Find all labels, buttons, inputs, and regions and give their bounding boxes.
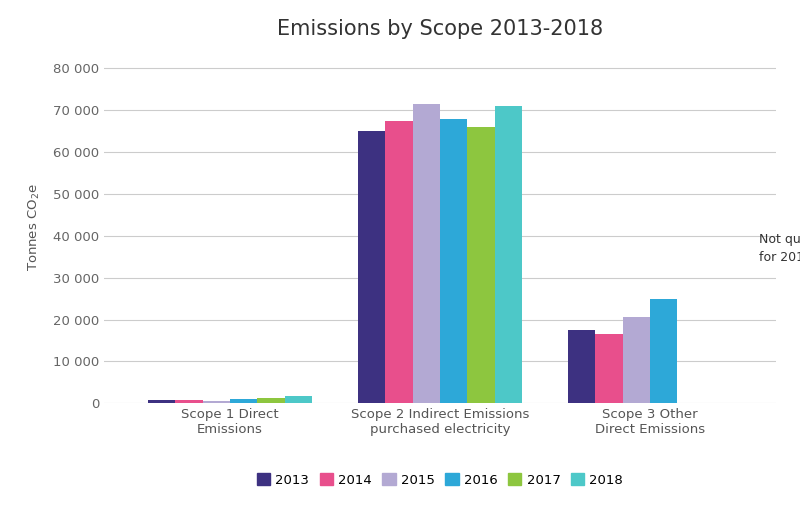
Bar [568,330,595,403]
Bar [202,401,230,403]
Text: Not quantified
for 2017 & 2018: Not quantified for 2017 & 2018 [759,233,800,264]
Bar [175,400,202,403]
Bar [467,127,494,403]
Bar [595,334,622,403]
Bar [386,121,413,403]
Bar [622,317,650,403]
Legend: 2013, 2014, 2015, 2016, 2017, 2018: 2013, 2014, 2015, 2016, 2017, 2018 [257,473,623,486]
Bar [494,106,522,403]
Bar [650,299,678,403]
Bar [413,104,440,403]
Y-axis label: Tonnes CO$_2$e: Tonnes CO$_2$e [26,184,42,271]
Bar [258,398,285,403]
Bar [440,119,467,403]
Bar [148,400,175,403]
Bar [230,399,258,403]
Bar [285,396,312,403]
Bar [358,131,386,403]
Title: Emissions by Scope 2013-2018: Emissions by Scope 2013-2018 [277,19,603,39]
